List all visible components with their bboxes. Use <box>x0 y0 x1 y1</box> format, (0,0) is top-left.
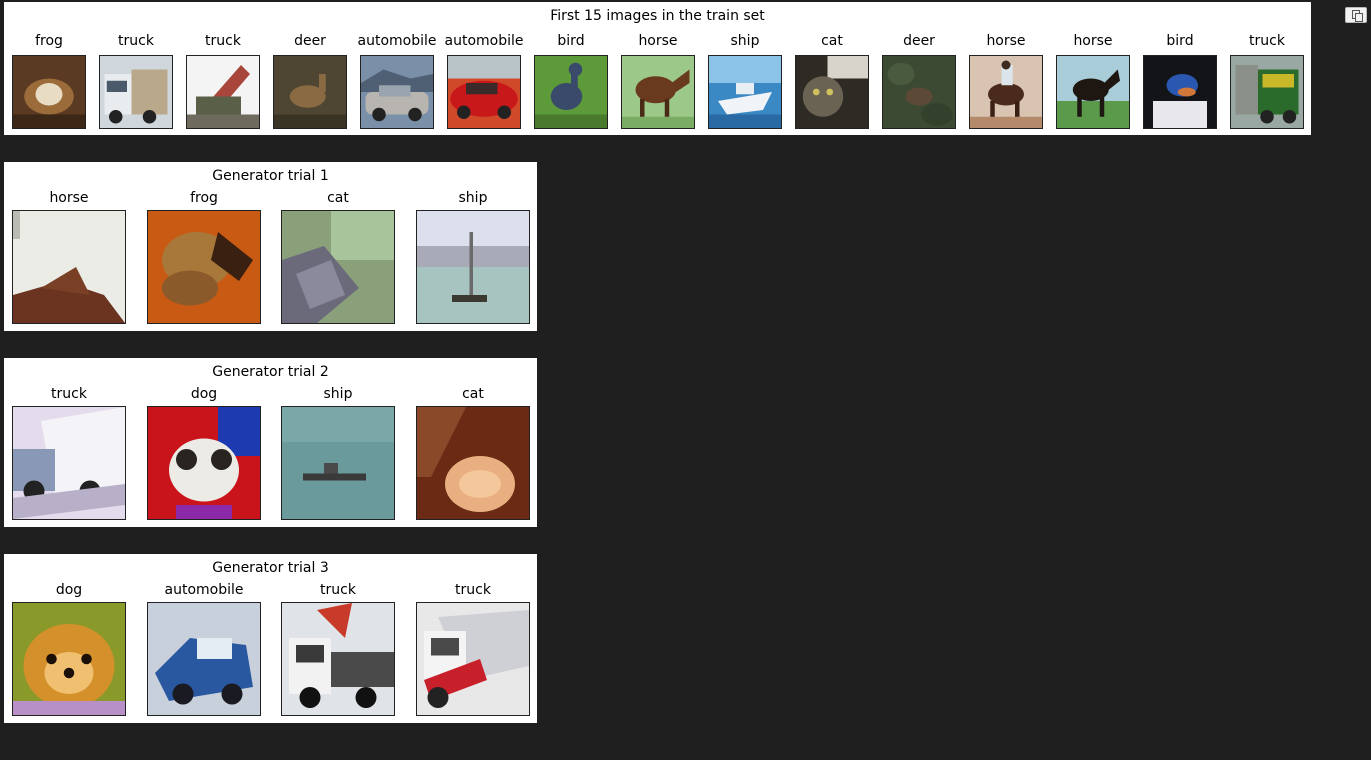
image-thumbnail <box>281 602 395 716</box>
image-label: bird <box>1166 33 1194 49</box>
image-thumbnail <box>12 55 86 129</box>
image-cell: bird <box>534 33 608 129</box>
generator-trial-figure: Generator trial 3 dog automobile truck t… <box>4 554 537 723</box>
image-label: truck <box>51 386 87 402</box>
image-thumbnail <box>795 55 869 129</box>
image-label: truck <box>205 33 241 49</box>
image-cell: horse <box>621 33 695 129</box>
image-label: frog <box>35 33 63 49</box>
image-label: truck <box>455 582 491 598</box>
image-thumbnail <box>416 406 530 520</box>
image-thumbnail <box>708 55 782 129</box>
image-label: horse <box>638 33 678 49</box>
image-label: automobile <box>164 582 244 598</box>
image-cell: truck <box>416 582 530 716</box>
image-label: frog <box>190 190 218 206</box>
image-label: horse <box>1073 33 1113 49</box>
image-cell: ship <box>708 33 782 129</box>
image-thumbnail <box>147 406 261 520</box>
image-cell: truck <box>1230 33 1304 129</box>
image-label: deer <box>294 33 326 49</box>
image-label: dog <box>190 386 218 402</box>
image-thumbnail <box>416 602 530 716</box>
image-cell: horse <box>12 190 126 324</box>
image-thumbnail <box>1056 55 1130 129</box>
image-cell: ship <box>416 190 530 324</box>
image-cell: truck <box>99 33 173 129</box>
image-label: bird <box>557 33 585 49</box>
image-label: horse <box>986 33 1026 49</box>
generator-trial-figure: Generator trial 2 truck dog ship cat <box>4 358 537 527</box>
image-label: cat <box>821 33 843 49</box>
image-thumbnail <box>186 55 260 129</box>
image-cell: automobile <box>445 33 524 129</box>
image-label: ship <box>730 33 760 49</box>
image-label: truck <box>320 582 356 598</box>
figure-title: Generator trial 2 <box>212 364 329 380</box>
image-cell: frog <box>12 33 86 129</box>
image-label: ship <box>323 386 353 402</box>
image-label: truck <box>1249 33 1285 49</box>
image-thumbnail <box>147 602 261 716</box>
copy-output-button[interactable] <box>1345 7 1367 23</box>
generator-trial-figure: Generator trial 1 horse frog cat ship <box>4 162 537 331</box>
image-cell: automobile <box>358 33 437 129</box>
figure-title: Generator trial 1 <box>212 168 329 184</box>
image-cell: automobile <box>147 582 261 716</box>
image-thumbnail <box>281 210 395 324</box>
image-cell: cat <box>281 190 395 324</box>
image-thumbnail <box>621 55 695 129</box>
image-thumbnail <box>12 210 126 324</box>
image-thumbnail <box>882 55 956 129</box>
image-thumbnail <box>1230 55 1304 129</box>
image-thumbnail <box>416 210 530 324</box>
image-cell: cat <box>416 386 530 520</box>
image-thumbnail <box>534 55 608 129</box>
image-thumbnail <box>12 602 126 716</box>
image-cell: truck <box>281 582 395 716</box>
image-thumbnail <box>99 55 173 129</box>
image-label: cat <box>327 190 349 206</box>
train-set-figure: First 15 images in the train set frog tr… <box>4 2 1311 135</box>
image-thumbnail <box>447 55 521 129</box>
image-cell: dog <box>147 386 261 520</box>
image-thumbnail <box>969 55 1043 129</box>
figure-title: Generator trial 3 <box>212 560 329 576</box>
image-cell: dog <box>12 582 126 716</box>
image-thumbnail <box>360 55 434 129</box>
image-label: cat <box>462 386 484 402</box>
image-cell: truck <box>186 33 260 129</box>
image-thumbnail <box>147 210 261 324</box>
image-label: ship <box>458 190 488 206</box>
figure-title: First 15 images in the train set <box>550 8 765 24</box>
image-cell: deer <box>273 33 347 129</box>
image-label: dog <box>55 582 83 598</box>
image-cell: ship <box>281 386 395 520</box>
image-thumbnail <box>12 406 126 520</box>
image-thumbnail <box>273 55 347 129</box>
copy-icon-back <box>1355 13 1363 22</box>
image-thumbnail <box>1143 55 1217 129</box>
image-label: deer <box>903 33 935 49</box>
image-label: automobile <box>444 33 524 49</box>
image-cell: horse <box>1056 33 1130 129</box>
image-thumbnail <box>281 406 395 520</box>
image-cell: deer <box>882 33 956 129</box>
image-cell: bird <box>1143 33 1217 129</box>
image-label: automobile <box>357 33 437 49</box>
image-cell: horse <box>969 33 1043 129</box>
image-cell: frog <box>147 190 261 324</box>
image-label: truck <box>118 33 154 49</box>
image-cell: truck <box>12 386 126 520</box>
image-cell: cat <box>795 33 869 129</box>
image-label: horse <box>49 190 89 206</box>
